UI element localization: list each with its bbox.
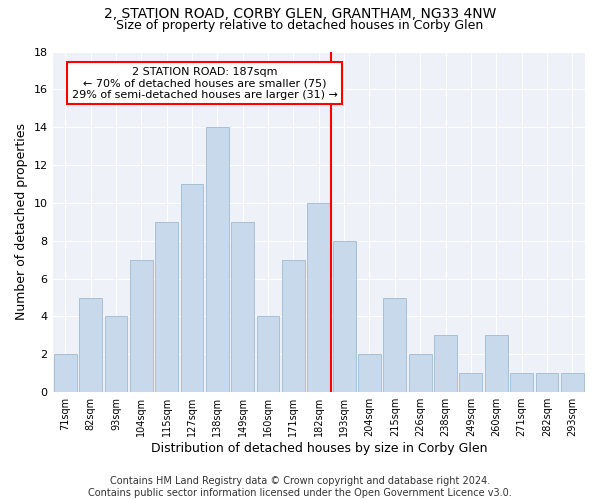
Bar: [307, 203, 330, 392]
Bar: [104, 316, 127, 392]
Bar: [536, 374, 559, 392]
Bar: [155, 222, 178, 392]
Bar: [358, 354, 381, 392]
Bar: [231, 222, 254, 392]
Text: 2 STATION ROAD: 187sqm
← 70% of detached houses are smaller (75)
29% of semi-det: 2 STATION ROAD: 187sqm ← 70% of detached…: [72, 66, 338, 100]
Bar: [434, 336, 457, 392]
Bar: [561, 374, 584, 392]
Bar: [510, 374, 533, 392]
Bar: [130, 260, 152, 392]
Text: Size of property relative to detached houses in Corby Glen: Size of property relative to detached ho…: [116, 19, 484, 32]
Bar: [206, 127, 229, 392]
Bar: [257, 316, 280, 392]
Bar: [54, 354, 77, 392]
Y-axis label: Number of detached properties: Number of detached properties: [15, 124, 28, 320]
Text: 2, STATION ROAD, CORBY GLEN, GRANTHAM, NG33 4NW: 2, STATION ROAD, CORBY GLEN, GRANTHAM, N…: [104, 8, 496, 22]
Bar: [383, 298, 406, 392]
Bar: [460, 374, 482, 392]
Bar: [485, 336, 508, 392]
Bar: [181, 184, 203, 392]
Bar: [409, 354, 431, 392]
Text: Contains HM Land Registry data © Crown copyright and database right 2024.
Contai: Contains HM Land Registry data © Crown c…: [88, 476, 512, 498]
Bar: [282, 260, 305, 392]
X-axis label: Distribution of detached houses by size in Corby Glen: Distribution of detached houses by size …: [151, 442, 487, 455]
Bar: [333, 241, 356, 392]
Bar: [79, 298, 102, 392]
